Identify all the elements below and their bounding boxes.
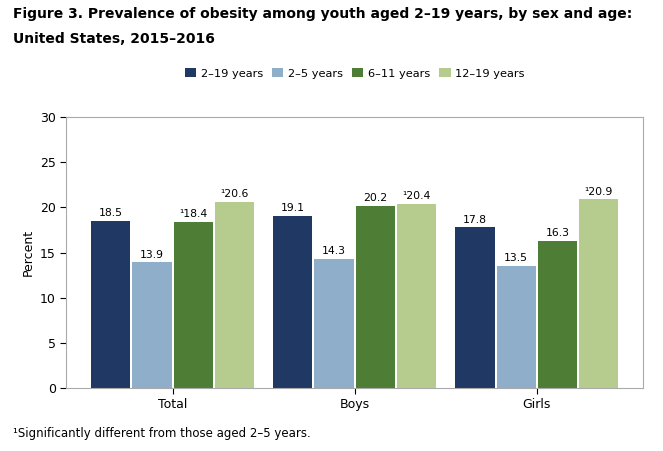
Y-axis label: Percent: Percent [21, 229, 34, 276]
Bar [397, 204, 436, 388]
Bar [538, 241, 577, 388]
Text: 20.2: 20.2 [363, 193, 387, 203]
Text: ¹20.6: ¹20.6 [220, 189, 249, 199]
Text: ¹20.4: ¹20.4 [402, 191, 431, 201]
Bar [174, 222, 213, 388]
Bar [455, 227, 495, 388]
Text: 16.3: 16.3 [546, 228, 570, 238]
Bar [215, 202, 254, 388]
Text: 19.1: 19.1 [281, 203, 305, 213]
Text: 13.9: 13.9 [140, 250, 164, 260]
Bar [497, 266, 536, 388]
Text: ¹18.4: ¹18.4 [179, 209, 208, 219]
Bar [579, 199, 619, 388]
Text: 14.3: 14.3 [322, 246, 346, 256]
Text: 18.5: 18.5 [99, 208, 123, 218]
Bar [356, 206, 395, 388]
Bar [91, 221, 131, 388]
Text: 17.8: 17.8 [463, 215, 487, 225]
Text: United States, 2015–2016: United States, 2015–2016 [13, 32, 215, 46]
Text: ¹20.9: ¹20.9 [585, 187, 613, 197]
Text: ¹Significantly different from those aged 2–5 years.: ¹Significantly different from those aged… [13, 427, 311, 440]
Bar [133, 262, 172, 388]
Bar [314, 259, 353, 388]
Text: 13.5: 13.5 [505, 253, 528, 263]
Legend: 2–19 years, 2–5 years, 6–11 years, 12–19 years: 2–19 years, 2–5 years, 6–11 years, 12–19… [180, 64, 529, 83]
Bar [273, 216, 312, 388]
Text: Figure 3. Prevalence of obesity among youth aged 2–19 years, by sex and age:: Figure 3. Prevalence of obesity among yo… [13, 7, 633, 21]
